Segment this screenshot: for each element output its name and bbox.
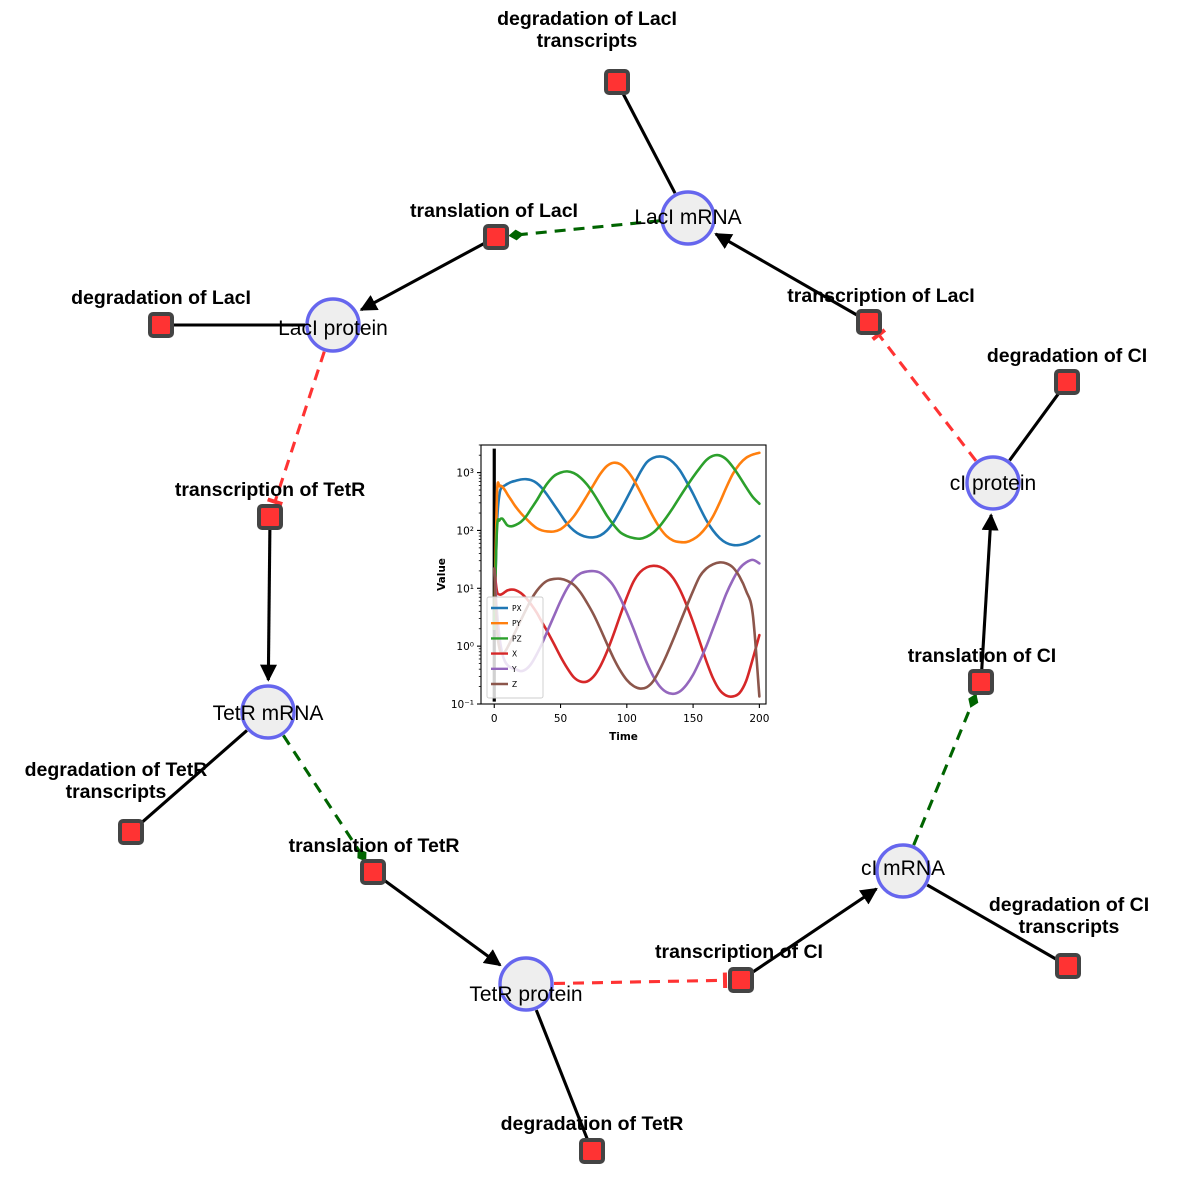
species-node-tetr_protein[interactable] <box>498 956 554 1012</box>
reaction-label-deg_ci: degradation of CI <box>986 345 1148 368</box>
edge-product <box>359 241 487 312</box>
x-tick-label: 100 <box>617 713 637 725</box>
timecourse-inset-plot: 10⁻¹ 10⁰ 10¹ 10² 10³ 0 50 100 150 200 Time Value PX P… <box>433 437 774 753</box>
y-tick-label: 10³ <box>456 468 474 480</box>
reaction-node-deg_laci[interactable] <box>148 312 174 338</box>
edge-product <box>980 513 999 671</box>
edge-modifier <box>508 219 661 241</box>
edge-layer <box>139 91 1062 1141</box>
species-label-laci_mrna: LacI mRNA <box>634 206 742 229</box>
reaction-label-transcription_tetr: transcription of TetR <box>174 479 366 502</box>
species-node-laci_mrna[interactable] <box>660 190 716 246</box>
reaction-label-deg_laci_transcripts: degradation of LacI transcripts <box>497 8 677 52</box>
reaction-label-translation_tetr: translation of TetR <box>288 835 460 858</box>
edge-inhibition <box>871 328 978 462</box>
legend-label-PZ: PZ <box>512 634 522 643</box>
reaction-node-transcription_ci[interactable] <box>728 967 754 993</box>
reaction-node-transcription_laci[interactable] <box>856 309 882 335</box>
y-axis-label: Value <box>436 558 448 591</box>
reaction-label-deg_ci_transcripts: degradation of CI transcripts <box>988 894 1150 938</box>
edge-inhibition <box>553 972 728 989</box>
reaction-node-translation_laci[interactable] <box>483 224 509 250</box>
edge-product <box>259 528 278 682</box>
reaction-label-transcription_ci: transcription of CI <box>655 941 823 964</box>
edge-plain <box>621 91 677 194</box>
reaction-node-translation_tetr[interactable] <box>360 859 386 885</box>
legend-label-Y: Y <box>511 665 517 674</box>
edge-plain <box>139 729 248 826</box>
series-line-PY <box>492 451 761 631</box>
edge-product <box>750 887 878 975</box>
node-layer <box>118 69 1081 1164</box>
reaction-label-translation_laci: translation of LacI <box>410 200 578 223</box>
species-label-tetr_mrna: TetR mRNA <box>212 702 324 725</box>
reaction-node-deg_tetr_transcripts[interactable] <box>118 819 144 845</box>
edge-product <box>381 877 502 967</box>
species-label-ci_protein: cI protein <box>949 472 1037 495</box>
reaction-node-deg_ci[interactable] <box>1054 369 1080 395</box>
reaction-label-deg_laci: degradation of LacI <box>71 287 251 310</box>
reaction-node-deg_laci_transcripts[interactable] <box>604 69 630 95</box>
species-label-laci_protein: LacI protein <box>278 317 388 340</box>
x-axis-label: Time <box>609 731 638 743</box>
x-tick-label: 0 <box>491 713 498 725</box>
y-tick-label: 10² <box>456 525 474 537</box>
species-label-ci_mrna: cI mRNA <box>861 857 945 880</box>
reaction-label-transcription_laci: transcription of LacI <box>787 285 975 308</box>
y-tick-label: 10⁰ <box>456 641 474 653</box>
y-tick-label: 10¹ <box>456 583 474 595</box>
species-node-ci_mrna[interactable] <box>875 843 931 899</box>
reaction-label-deg_tetr: degradation of TetR <box>500 1113 684 1136</box>
edge-modifier <box>282 734 367 862</box>
series-line-PZ <box>492 453 761 631</box>
edge-inhibition <box>266 351 326 507</box>
species-node-ci_protein[interactable] <box>965 455 1021 511</box>
legend-label-PY: PY <box>512 619 521 628</box>
edge-plain <box>534 1009 590 1141</box>
edge-modifier <box>912 693 979 846</box>
x-tick-label: 50 <box>554 713 567 725</box>
legend-label-PX: PX <box>512 604 522 613</box>
edge-plain <box>926 883 1059 962</box>
legend-label-Z: Z <box>512 680 517 689</box>
timecourse-chart-svg: 10⁻¹ 10⁰ 10¹ 10² 10³ 0 50 100 150 200 Time Value PX P… <box>436 444 769 743</box>
edge-product <box>714 232 860 318</box>
reaction-node-translation_ci[interactable] <box>968 669 994 695</box>
reaction-node-deg_tetr[interactable] <box>579 1138 605 1164</box>
species-node-laci_protein[interactable] <box>305 297 361 353</box>
x-tick-label: 200 <box>749 713 769 725</box>
legend-label-X: X <box>512 650 517 659</box>
species-node-tetr_mrna[interactable] <box>240 684 296 740</box>
x-tick-label: 150 <box>683 713 703 725</box>
reaction-label-deg_tetr_transcripts: degradation of TetR transcripts <box>24 759 208 803</box>
reaction-label-translation_ci: translation of CI <box>907 645 1057 668</box>
species-label-tetr_protein: TetR protein <box>469 983 583 1006</box>
reaction-node-deg_ci_transcripts[interactable] <box>1055 953 1081 979</box>
y-tick-label: 10⁻¹ <box>451 699 474 711</box>
reaction-node-transcription_tetr[interactable] <box>257 504 283 530</box>
series-line-X <box>492 564 761 698</box>
edge-plain <box>1008 390 1062 462</box>
